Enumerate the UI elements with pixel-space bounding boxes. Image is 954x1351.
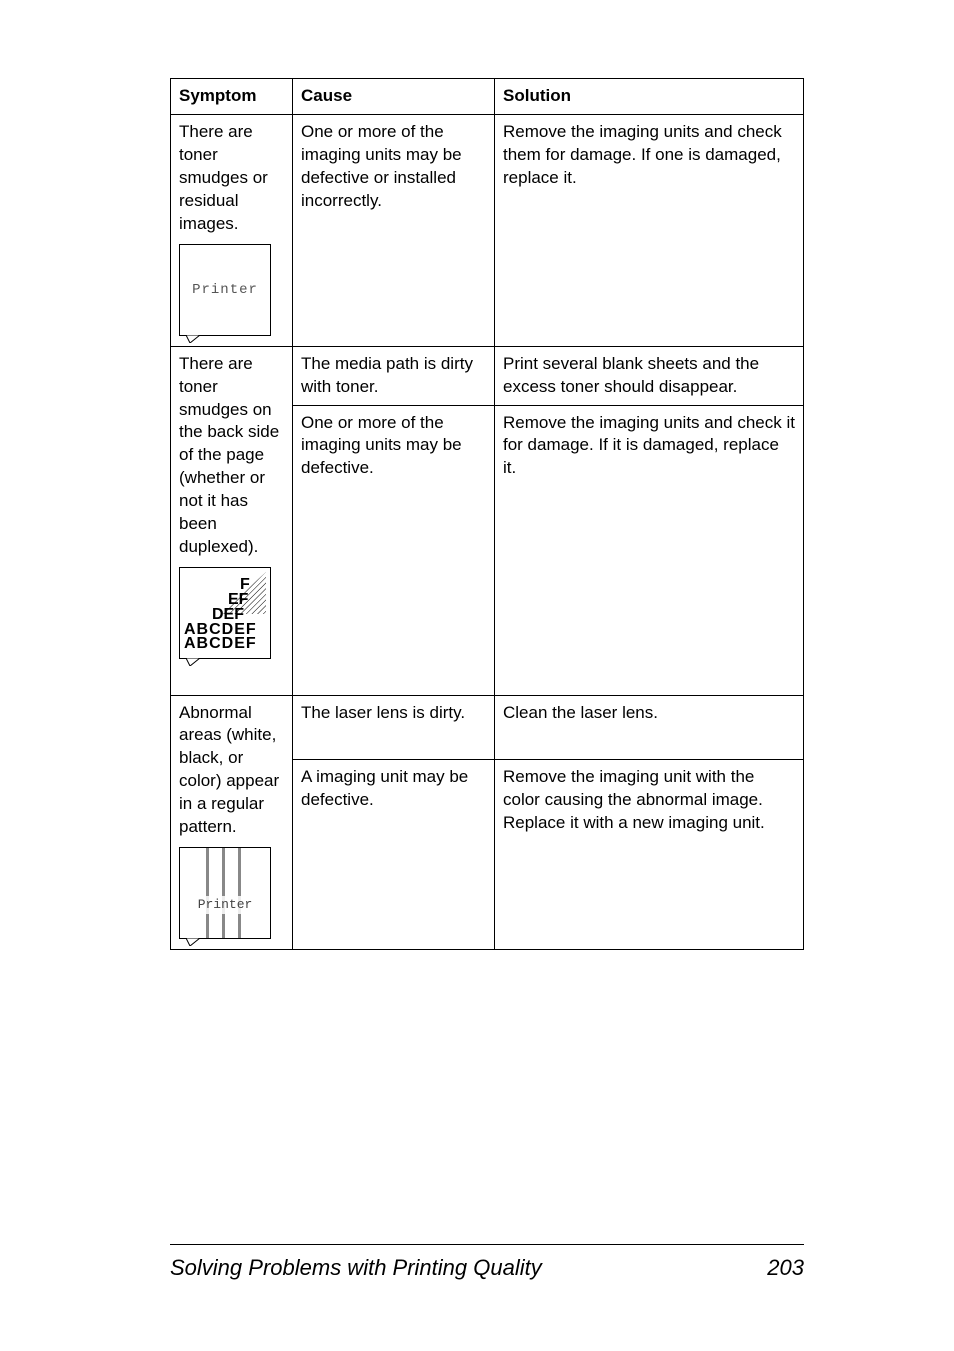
cause-cell: A imaging unit may be defective. bbox=[293, 760, 495, 950]
table-header-row: Symptom Cause Solution bbox=[171, 79, 804, 115]
abcdef-stack: F EF DEF ABCDEF ABCDEF bbox=[184, 578, 257, 652]
cause-cell: One or more of the imaging units may be … bbox=[293, 114, 495, 346]
table-row: There are toner smudges or residual imag… bbox=[171, 114, 804, 346]
symptom-thumbnail-pattern: Printer bbox=[179, 847, 271, 939]
footer-divider bbox=[170, 1244, 804, 1245]
symptom-cell: There are toner smudges or residual imag… bbox=[171, 114, 293, 346]
header-symptom: Symptom bbox=[171, 79, 293, 115]
solution-cell: Print several blank sheets and the exces… bbox=[495, 346, 804, 405]
cause-cell: One or more of the imaging units may be … bbox=[293, 405, 495, 695]
symptom-thumbnail-smudges: Printer bbox=[179, 244, 271, 336]
symptom-text: There are toner smudges on the back side… bbox=[179, 353, 284, 559]
header-cause: Cause bbox=[293, 79, 495, 115]
page-footer: Solving Problems with Printing Quality 2… bbox=[170, 1244, 804, 1281]
table-row: Abnormal areas (white, black, or color) … bbox=[171, 695, 804, 760]
page-corner-icon bbox=[186, 658, 200, 666]
page-content: Symptom Cause Solution There are toner s… bbox=[0, 0, 954, 990]
solution-cell: Remove the imaging units and check them … bbox=[495, 114, 804, 346]
symptom-cell: There are toner smudges on the back side… bbox=[171, 346, 293, 695]
cause-cell: The media path is dirty with toner. bbox=[293, 346, 495, 405]
footer-section-title: Solving Problems with Printing Quality bbox=[170, 1255, 542, 1281]
troubleshooting-table: Symptom Cause Solution There are toner s… bbox=[170, 78, 804, 950]
solution-cell: Remove the imaging unit with the color c… bbox=[495, 760, 804, 950]
solution-cell: Remove the imaging units and check it fo… bbox=[495, 405, 804, 695]
page-corner-icon bbox=[186, 335, 200, 343]
thumbnail-label: Printer bbox=[180, 281, 270, 300]
thumbnail-label: Printer bbox=[180, 896, 270, 914]
symptom-cell: Abnormal areas (white, black, or color) … bbox=[171, 695, 293, 950]
symptom-text: Abnormal areas (white, black, or color) … bbox=[179, 702, 284, 840]
footer-page-number: 203 bbox=[767, 1255, 804, 1281]
symptom-text: There are toner smudges or residual imag… bbox=[179, 121, 284, 236]
cause-cell: The laser lens is dirty. bbox=[293, 695, 495, 760]
header-solution: Solution bbox=[495, 79, 804, 115]
stripe-pattern-icon bbox=[180, 848, 270, 938]
page-corner-icon bbox=[186, 938, 200, 946]
table-row: There are toner smudges on the back side… bbox=[171, 346, 804, 405]
solution-cell: Clean the laser lens. bbox=[495, 695, 804, 760]
stack-line: ABCDEF bbox=[184, 637, 257, 652]
symptom-thumbnail-backside: F EF DEF ABCDEF ABCDEF bbox=[179, 567, 271, 659]
